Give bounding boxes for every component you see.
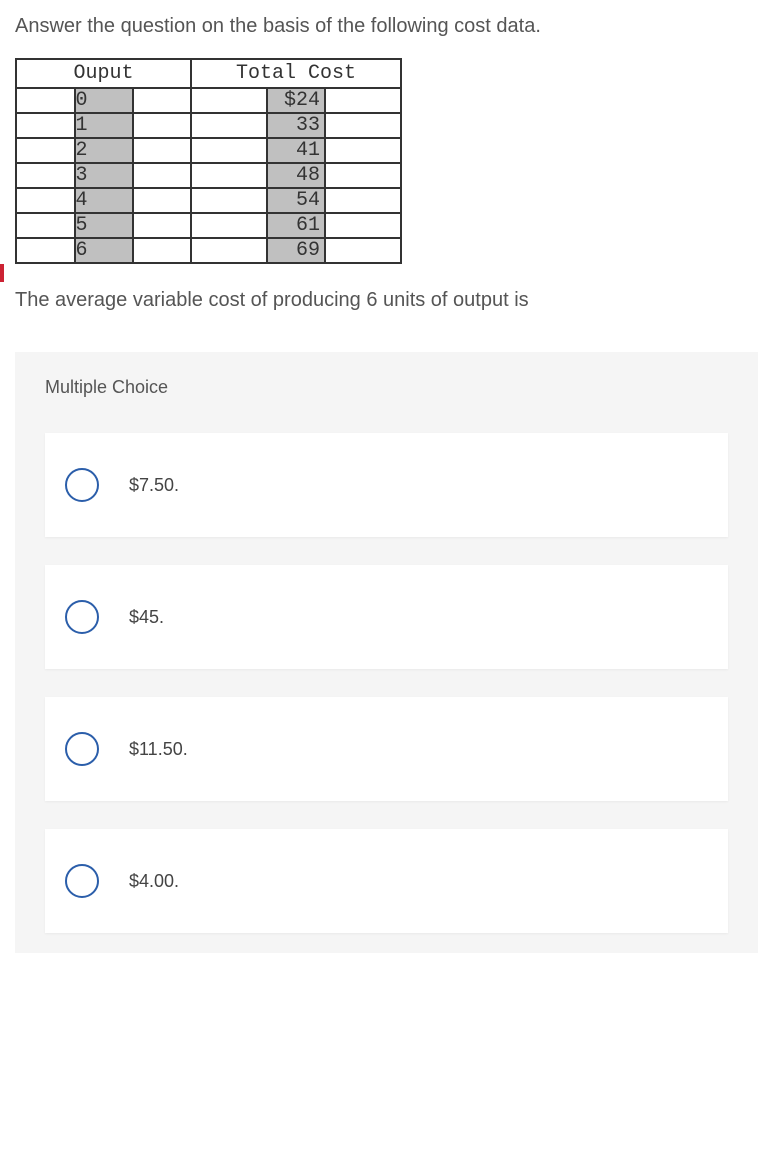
table-row: 5 61 (16, 213, 401, 238)
red-marker (0, 264, 4, 282)
option-label: $45. (129, 607, 164, 628)
table-row: 2 41 (16, 138, 401, 163)
table-row: 6 69 (16, 238, 401, 263)
multiple-choice-panel: Multiple Choice $7.50. $45. $11.50. $4.0… (15, 352, 758, 953)
header-output: Ouput (16, 59, 191, 88)
question-text: The average variable cost of producing 6… (15, 289, 758, 312)
table-row: 3 48 (16, 163, 401, 188)
table-row: 1 33 (16, 113, 401, 138)
option-row[interactable]: $4.00. (45, 829, 728, 933)
intro-text: Answer the question on the basis of the … (15, 15, 758, 38)
header-cost: Total Cost (191, 59, 401, 88)
cost-table: Ouput Total Cost 0 $24 1 33 2 41 3 48 4 … (15, 58, 402, 264)
option-row[interactable]: $7.50. (45, 433, 728, 537)
radio-icon[interactable] (65, 864, 99, 898)
option-row[interactable]: $11.50. (45, 697, 728, 801)
option-label: $4.00. (129, 871, 179, 892)
table-row: 4 54 (16, 188, 401, 213)
option-row[interactable]: $45. (45, 565, 728, 669)
mc-title: Multiple Choice (15, 352, 758, 433)
option-label: $11.50. (129, 739, 188, 760)
radio-icon[interactable] (65, 732, 99, 766)
radio-icon[interactable] (65, 600, 99, 634)
table-row: 0 $24 (16, 88, 401, 113)
radio-icon[interactable] (65, 468, 99, 502)
option-label: $7.50. (129, 475, 179, 496)
